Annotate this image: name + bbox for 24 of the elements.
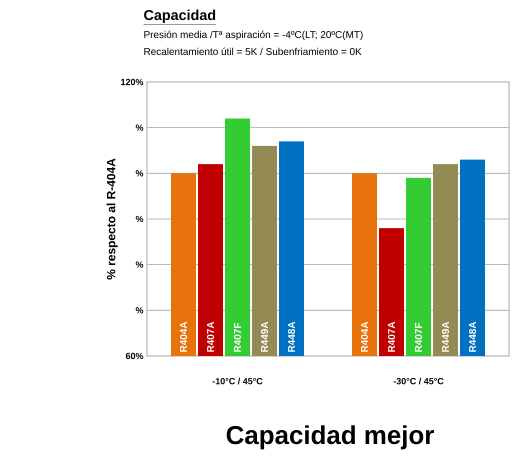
series-label: R407F bbox=[234, 322, 242, 352]
y-tick-label: % bbox=[136, 307, 144, 314]
series-label: R407A bbox=[206, 322, 214, 352]
text: Recalentamiento útil = 5K / Subenfriamiento = 0K bbox=[144, 48, 362, 56]
text: R407A bbox=[388, 322, 396, 352]
y-tick-label: % bbox=[136, 262, 144, 268]
y-tick-label: 120% bbox=[121, 78, 144, 86]
text: R404A bbox=[360, 322, 368, 352]
series-label: R449A bbox=[260, 322, 268, 352]
text: R448A bbox=[468, 322, 476, 352]
x-tick-label: -30°C / 45°C bbox=[394, 378, 444, 384]
series-label: R448A bbox=[288, 322, 296, 352]
y-tick-label: % bbox=[136, 124, 144, 131]
text: R449A bbox=[442, 322, 450, 352]
text: R407F bbox=[414, 322, 422, 352]
chart-title: Capacidad bbox=[144, 10, 216, 23]
x-tick-label: -10°C / 45°C bbox=[212, 378, 263, 384]
text: Capacidad mejor bbox=[226, 425, 434, 450]
y-tick-label: 60% bbox=[126, 352, 144, 360]
series-label: R404A bbox=[180, 322, 188, 352]
y-tick-label: % bbox=[136, 170, 144, 176]
y-axis-title: % respecto al R-404A bbox=[106, 158, 118, 280]
y-tick-label: % bbox=[136, 216, 144, 222]
chart-subtitle: Presión media /Tª aspiración = -4ºC(LT; 20ºC(MT) bbox=[144, 30, 363, 40]
